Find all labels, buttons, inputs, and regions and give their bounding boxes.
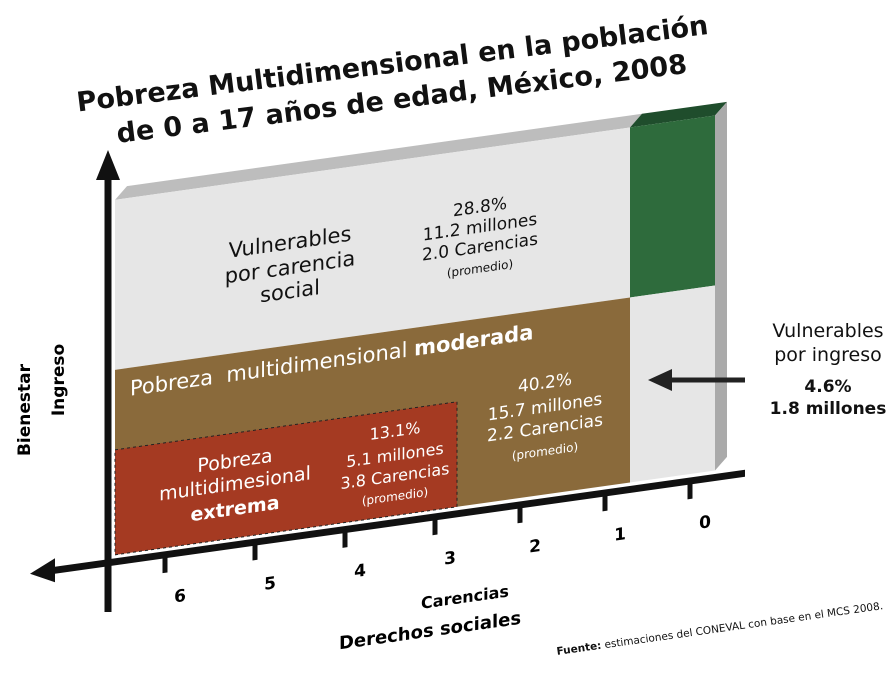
x-tick-label: 5 (264, 573, 276, 595)
top-face (115, 113, 642, 200)
vulnerable-social-region (115, 127, 630, 370)
side-face (715, 101, 727, 471)
x-tick-label: 0 (699, 512, 711, 534)
y-axis-arrow (96, 150, 120, 180)
top-face (630, 101, 727, 128)
source: Fuente: estimaciones del CONEVAL con bas… (556, 600, 884, 658)
green-region (630, 115, 715, 298)
source-text: estimaciones del CONEVAL con base en el … (600, 600, 883, 651)
stat-line: 1.8 millones (770, 399, 887, 419)
x-label: Carencias (421, 582, 509, 613)
y-label: Ingreso (49, 344, 69, 416)
vulnerable-income-region (630, 285, 715, 483)
x-axis-arrow (30, 558, 55, 583)
x-axis (45, 469, 745, 576)
x-tick-label: 2 (529, 536, 541, 558)
extreme-region (114, 401, 458, 556)
arrow-head (648, 369, 672, 391)
source-bold: Fuente: (556, 640, 602, 658)
x-ticks (162, 480, 693, 574)
x-tick-label: 3 (444, 548, 456, 570)
x-label: Derechos sociales (339, 608, 521, 654)
label-line: Vulnerables (772, 320, 883, 342)
x-tick-label: 1 (614, 524, 626, 546)
x-tick-label: 6 (174, 586, 186, 608)
label-line: por ingreso (774, 344, 882, 366)
y-label: Bienestar (15, 363, 35, 456)
x-tick-label: 4 (354, 561, 366, 583)
stat-line: 4.6% (804, 377, 851, 397)
